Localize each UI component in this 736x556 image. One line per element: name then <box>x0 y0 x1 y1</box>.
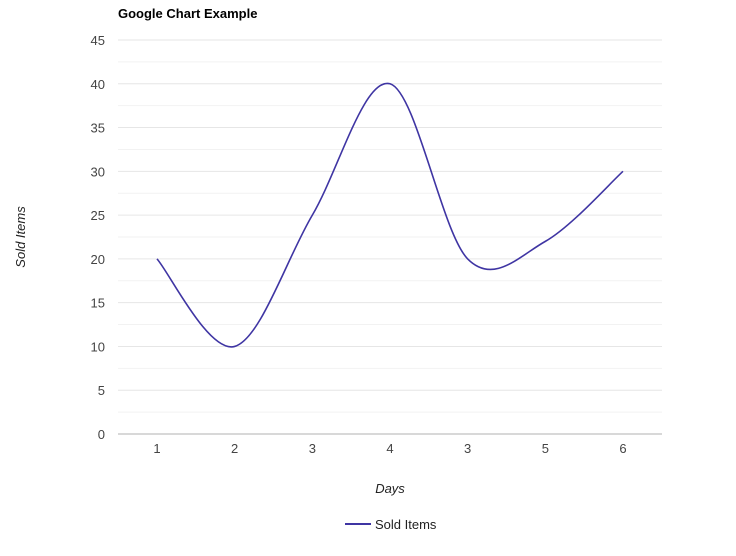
x-tick-label: 2 <box>231 441 238 456</box>
x-axis-ticks: 1 2 3 4 3 5 6 <box>153 441 626 456</box>
x-tick-label: 4 <box>386 441 393 456</box>
chart-title: Google Chart Example <box>118 6 257 21</box>
legend[interactable]: Sold Items <box>345 517 437 532</box>
x-tick-label: 1 <box>153 441 160 456</box>
x-tick-label: 5 <box>542 441 549 456</box>
y-tick-label: 15 <box>91 296 105 311</box>
y-tick-label: 35 <box>91 121 105 136</box>
y-axis-ticks: 0 5 10 15 20 25 30 35 40 45 <box>91 33 105 442</box>
y-tick-label: 0 <box>98 427 105 442</box>
y-tick-label: 10 <box>91 339 105 354</box>
y-tick-label: 25 <box>91 208 105 223</box>
y-tick-label: 20 <box>91 252 105 267</box>
series-line-sold-items[interactable] <box>156 82 624 348</box>
x-axis-label: Days <box>375 481 405 496</box>
x-tick-label: 6 <box>619 441 626 456</box>
legend-label: Sold Items <box>375 517 437 532</box>
x-tick-label: 3 <box>464 441 471 456</box>
y-tick-label: 45 <box>91 33 105 48</box>
x-tick-label: 3 <box>309 441 316 456</box>
y-tick-label: 5 <box>98 383 105 398</box>
y-tick-label: 30 <box>91 164 105 179</box>
y-axis-label: Sold Items <box>13 206 28 268</box>
y-tick-label: 40 <box>91 77 105 92</box>
series-group <box>156 82 624 348</box>
gridlines <box>118 39 662 435</box>
